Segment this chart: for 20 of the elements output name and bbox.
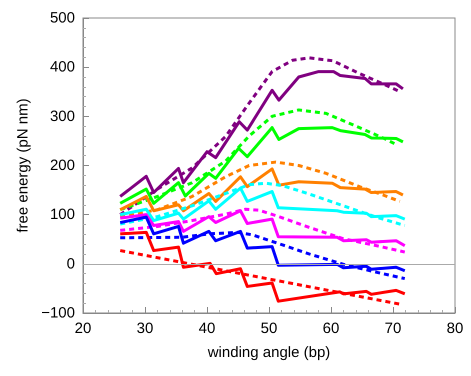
x-tick-label: 80 <box>446 320 464 337</box>
y-axis-title: free energy (pN nm) <box>14 98 32 233</box>
x-tick-label: 40 <box>198 320 216 337</box>
x-tick-label: 50 <box>260 320 278 337</box>
x-tick-label: 20 <box>74 320 92 337</box>
y-tick-label: 500 <box>50 10 75 26</box>
y-tick-label: 200 <box>50 157 75 174</box>
x-axis-title: winding angle (bp) <box>206 344 330 361</box>
x-tick-label: 60 <box>322 320 340 337</box>
y-tick-label: −100 <box>41 304 75 322</box>
y-tick-label: 300 <box>50 108 75 125</box>
y-tick-label: 400 <box>50 58 75 76</box>
x-tick-label: 30 <box>136 320 154 337</box>
y-tick-label: 100 <box>50 206 75 224</box>
line-series <box>118 56 400 216</box>
line-series <box>118 208 406 254</box>
line-series <box>118 160 402 218</box>
x-tick-label: 70 <box>384 320 402 337</box>
line-series <box>118 230 406 303</box>
y-tick-label: 0 <box>66 255 75 272</box>
